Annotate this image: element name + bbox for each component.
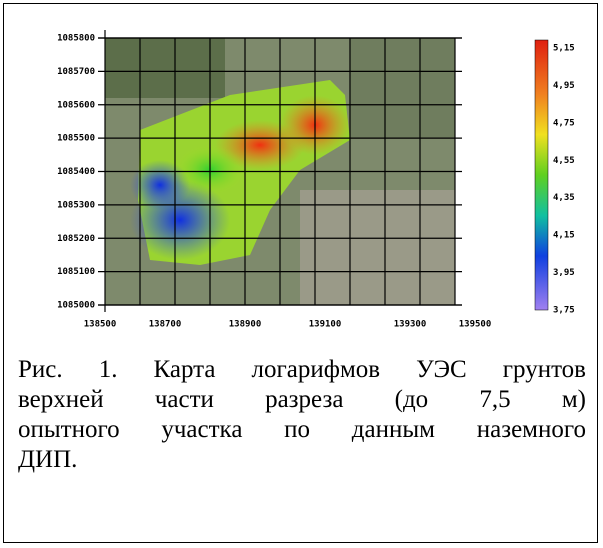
caption-line: опытного участка по данным наземного (18, 415, 586, 445)
colorbar-label: 4,15 (553, 231, 575, 241)
figure: 1085800 1085700 1085600 1085500 1085400 10853… (0, 0, 603, 340)
x-tick-label: 138900 (229, 320, 262, 330)
x-tick-label: 139500 (459, 320, 492, 330)
y-tick-label: 1085700 (57, 67, 95, 77)
caption-line: верхней части разреза (до 7,5 м) (18, 385, 586, 415)
colorbar-label: 3,75 (553, 306, 575, 316)
y-tick-label: 1085000 (57, 301, 95, 311)
y-tick-label: 1085800 (57, 34, 95, 44)
x-tick-label: 139300 (394, 320, 427, 330)
colorbar-label: 3,95 (553, 268, 575, 278)
caption-line: Рис. 1. Карта логарифмов УЭС грунтов (18, 355, 586, 385)
y-tick-label: 1085400 (57, 167, 95, 177)
colorbar (535, 40, 548, 310)
colorbar-label: 4,35 (553, 193, 575, 203)
colorbar-label: 4,75 (553, 118, 575, 128)
x-tick-label: 139100 (309, 320, 342, 330)
colorbar-label: 4,55 (553, 156, 575, 166)
x-tick-label: 138500 (84, 320, 117, 330)
y-tick-label: 1085300 (57, 200, 95, 210)
y-tick-label: 1085100 (57, 267, 95, 277)
colorbar-label: 4,95 (553, 81, 575, 91)
y-tick-label: 1085200 (57, 234, 95, 244)
y-tick-label: 1085500 (57, 134, 95, 144)
colorbar-label: 5,15 (553, 44, 575, 54)
x-tick-label: 138700 (149, 320, 182, 330)
y-tick-label: 1085600 (57, 100, 95, 110)
page: 1085800 1085700 1085600 1085500 1085400 10853… (0, 0, 603, 548)
caption-line: ДИП. (18, 445, 586, 475)
